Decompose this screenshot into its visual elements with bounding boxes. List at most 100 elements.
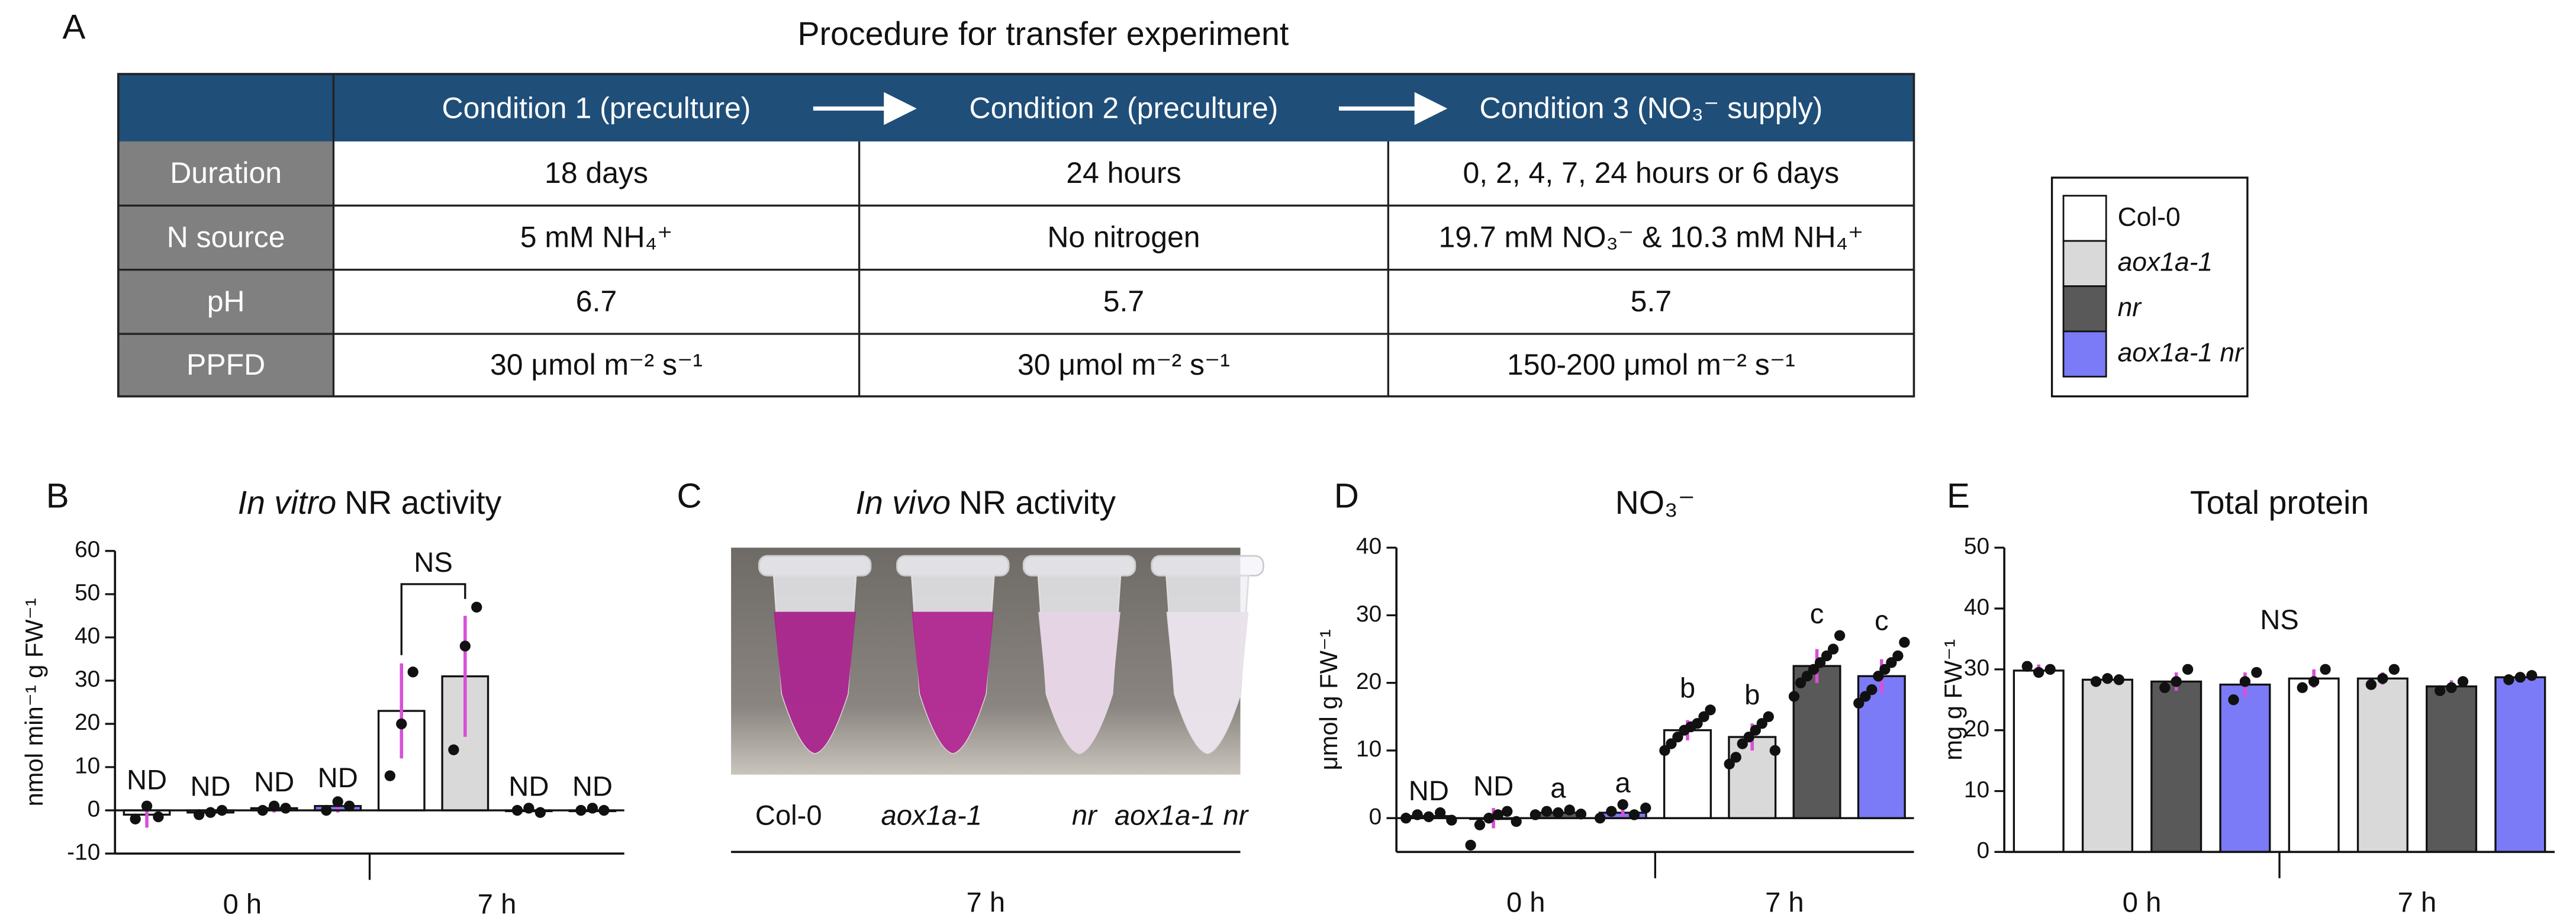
panel-title: Total protein <box>2190 484 2369 521</box>
panel-title: In vitro NR activity <box>238 484 502 521</box>
data-point <box>2503 674 2514 685</box>
data-point <box>2320 664 2331 675</box>
bar <box>2356 677 2408 853</box>
data-point <box>1801 671 1813 682</box>
data-point <box>2044 664 2056 675</box>
data-point <box>332 796 343 807</box>
y-axis-label: μmol g FW⁻¹ <box>1315 629 1342 770</box>
y-tick-label: 20 <box>1964 716 1989 742</box>
bracket <box>400 583 466 655</box>
data-point <box>1541 806 1553 817</box>
data-point <box>2526 669 2538 681</box>
data-point <box>1502 806 1513 817</box>
data-point <box>194 809 205 820</box>
row-header: pH <box>207 285 245 318</box>
group-label: 7 h <box>967 887 1006 919</box>
group-label: 7 h <box>1765 887 1804 919</box>
legend: Col-0 aox1a-1 nr aox1a-1 nr <box>2050 176 2249 398</box>
bar-label: ND <box>572 771 613 802</box>
table-cell: 6.7 <box>576 285 617 318</box>
tube-cap <box>758 555 872 577</box>
group-label: 7 h <box>478 888 517 920</box>
tube-liquid <box>1038 611 1120 753</box>
y-tick-label: 50 <box>1964 534 1989 559</box>
bar-label: ND <box>191 771 231 802</box>
data-point <box>1666 738 1677 749</box>
y-tick-label: 0 <box>88 796 101 822</box>
data-point <box>534 807 546 818</box>
group-label: 0 h <box>223 888 262 920</box>
data-point <box>1899 637 1910 648</box>
data-point <box>1853 697 1865 709</box>
tube-liquid <box>912 611 994 753</box>
data-point <box>2239 676 2251 687</box>
table-cell: 19.7 mM NO₃⁻ & 10.3 mM NH₄⁺ <box>1438 220 1863 253</box>
data-point <box>1795 677 1807 688</box>
legend-swatch <box>2062 240 2107 287</box>
y-axis-label: mg g FW⁻¹ <box>1939 639 1967 761</box>
y-tick-label: 40 <box>1964 594 1989 620</box>
group-label: 0 h <box>1506 887 1545 919</box>
bar-label: c <box>1810 598 1824 630</box>
y-tick-label: 40 <box>1356 534 1382 559</box>
data-point <box>1879 664 1891 675</box>
table-cell: 0, 2, 4, 7, 24 hours or 6 days <box>1463 156 1840 189</box>
data-point <box>2228 694 2239 706</box>
data-point <box>2297 682 2308 693</box>
y-tick-label: 20 <box>75 710 100 735</box>
data-point <box>1606 806 1617 817</box>
panel-title: In vivo NR activity <box>856 484 1116 521</box>
data-point <box>2102 673 2113 684</box>
bar <box>1792 665 1841 819</box>
data-point <box>1756 718 1767 729</box>
data-point <box>1866 684 1878 695</box>
data-point <box>1860 691 1871 702</box>
data-point <box>1743 731 1754 743</box>
data-point <box>1886 657 1897 668</box>
data-point <box>396 718 407 730</box>
panel-label: A <box>62 8 85 46</box>
data-point <box>587 803 598 814</box>
group-label: 0 h <box>2123 887 2162 919</box>
data-point <box>1834 630 1846 641</box>
data-point <box>384 770 395 781</box>
data-point <box>1423 811 1434 823</box>
table-cell: No nitrogen <box>1047 220 1200 253</box>
legend-swatch <box>2062 330 2107 378</box>
y-tick-label: 0 <box>1369 804 1382 829</box>
legend-label: aox1a-1 nr <box>2118 339 2245 368</box>
tube-cap <box>896 555 1010 577</box>
legend-swatch <box>2062 285 2107 333</box>
legend-swatch <box>2062 195 2107 242</box>
row-header: N source <box>167 220 285 253</box>
bar-label: a <box>1550 773 1566 804</box>
data-point <box>1692 718 1703 729</box>
data-point <box>1434 807 1446 819</box>
bar-label: ND <box>508 771 549 802</box>
table-cell: 5.7 <box>1103 285 1144 318</box>
tube-cap <box>1022 555 1136 577</box>
data-point <box>1892 650 1904 662</box>
data-point <box>1659 745 1670 756</box>
data-point <box>2388 664 2400 675</box>
data-point <box>205 807 216 818</box>
bar <box>2150 680 2203 853</box>
photo-label: aox1a-1 nr <box>1115 800 1250 831</box>
y-tick-label: 20 <box>1356 669 1382 694</box>
data-point <box>1788 691 1800 702</box>
bar-label: ND <box>254 767 294 798</box>
data-point <box>2090 676 2102 687</box>
table-cell: 5 mM NH₄⁺ <box>520 220 673 253</box>
data-point <box>130 813 141 825</box>
table: Condition 1 (preculture) Condition 2 (pre… <box>117 73 1915 398</box>
table-title: Procedure for transfer experiment <box>798 15 1289 52</box>
data-point <box>280 803 291 814</box>
data-point <box>1617 799 1628 810</box>
y-tick-label: 10 <box>1356 736 1382 762</box>
y-tick-label: 10 <box>75 753 100 778</box>
data-point <box>2251 666 2262 678</box>
bracket-label: NS <box>414 547 453 578</box>
data-point <box>2033 666 2044 678</box>
